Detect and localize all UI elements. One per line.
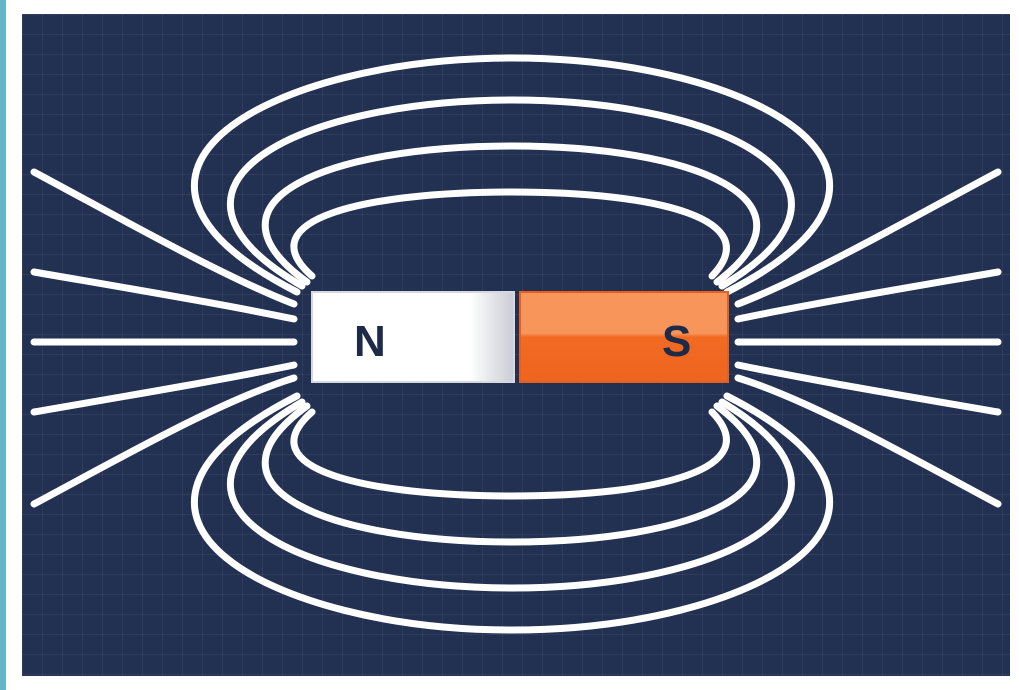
south-pole-label: S [662,317,691,366]
field-line-right-2 [734,268,1002,323]
field-line-bottom-1 [290,408,730,500]
north-pole [311,291,515,383]
south-pole [519,291,729,383]
field-line-bottom-3 [226,398,795,592]
left-edge-accent [0,0,6,690]
field-line-top-4 [191,54,833,296]
field-line-top-1 [290,188,730,280]
field-line-left-5 [30,374,298,508]
field-line-left-4 [30,361,298,416]
field-line-left-2 [30,268,298,323]
field-line-right-1 [734,168,1002,308]
field-line-right-5 [734,374,1002,508]
field-line-bottom-4 [191,392,833,634]
north-pole-label: N [354,317,386,366]
bar-magnet: N S [311,291,729,383]
field-line-left-1 [30,168,298,308]
diagram-panel: N S [22,14,1010,676]
field-line-right-4 [734,361,1002,416]
field-line-top-3 [226,96,795,290]
field-line-bottom-2 [261,402,760,546]
magnetic-field-diagram: N S [30,54,1002,634]
field-line-top-2 [261,142,760,286]
